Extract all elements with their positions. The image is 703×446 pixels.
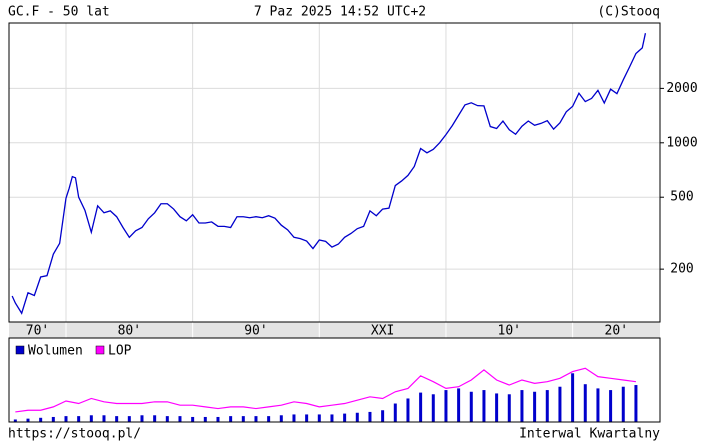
header-center: 7 Paz 2025 14:52 UTC+2 <box>254 5 426 20</box>
plot-frame <box>8 22 661 323</box>
volume-bar <box>254 416 258 422</box>
volume-bar <box>64 416 68 422</box>
volume-bar <box>267 416 271 422</box>
x-tick-label: XXI <box>371 324 394 339</box>
x-tick-label: 90' <box>244 324 267 339</box>
volume-bar <box>621 386 625 422</box>
volume-bar <box>368 411 372 422</box>
volume-bar <box>178 416 182 422</box>
header-left: GC.F - 50 lat <box>8 5 110 20</box>
volume-bar <box>39 417 43 422</box>
volume-bar <box>292 414 296 422</box>
volume-bar <box>596 388 600 422</box>
legend-label: Wolumen <box>28 344 83 359</box>
volume-bar <box>127 416 131 422</box>
volume-bar <box>469 391 473 422</box>
footer-left: https://stooq.pl/ <box>8 427 141 442</box>
volume-bar <box>520 390 524 422</box>
volume-bar <box>26 418 30 422</box>
volume-bar <box>203 416 207 422</box>
y-tick-label: 200 <box>670 262 693 277</box>
footer-right: Interwal Kwartalny <box>519 427 660 442</box>
y-tick-label: 2000 <box>666 81 697 96</box>
volume-bar <box>482 390 486 422</box>
volume-bar <box>153 415 157 422</box>
volume-bar <box>355 412 359 422</box>
volume-bar <box>165 416 169 422</box>
volume-bar <box>140 415 144 422</box>
volume-bar <box>330 414 334 422</box>
volume-bar <box>571 373 575 422</box>
volume-bar <box>115 416 119 422</box>
x-tick-label: 70' <box>26 324 49 339</box>
x-axis-band <box>9 322 660 338</box>
volume-bar <box>533 391 537 422</box>
volume-bar <box>495 393 499 422</box>
lop-line <box>15 367 637 413</box>
volume-bar <box>393 403 397 422</box>
volume-bar <box>102 415 106 422</box>
volume-bar <box>241 416 245 422</box>
price-line <box>11 33 647 315</box>
x-tick-label: 20' <box>605 324 628 339</box>
volume-bar <box>609 390 613 422</box>
legend-swatch <box>95 345 105 355</box>
volume-bar <box>457 388 461 422</box>
legend-label: LOP <box>108 344 132 359</box>
volume-bar <box>317 414 321 422</box>
volume-bar <box>406 398 410 422</box>
volume-bar <box>216 416 220 422</box>
volume-bar <box>583 384 587 422</box>
volume-bar <box>431 394 435 422</box>
y-tick-label: 500 <box>670 190 693 205</box>
volume-bar <box>558 386 562 422</box>
legend-swatch <box>15 345 25 355</box>
volume-bar <box>634 385 638 422</box>
volume-bar <box>77 416 81 422</box>
volume-bar <box>419 392 423 422</box>
y-tick-label: 1000 <box>666 135 697 150</box>
volume-bar <box>381 410 385 422</box>
volume-bar <box>89 415 93 422</box>
volume-bar <box>191 416 195 422</box>
volume-bar <box>305 414 309 422</box>
volume-bar <box>545 390 549 422</box>
panel-frame <box>8 337 661 423</box>
volume-bar <box>13 419 17 422</box>
volume-bar <box>229 416 233 422</box>
x-tick-label: 10' <box>498 324 521 339</box>
volume-bar <box>279 415 283 422</box>
volume-bar <box>507 394 511 422</box>
volume-bar <box>444 390 448 422</box>
volume-bar <box>343 413 347 422</box>
x-tick-label: 80' <box>118 324 141 339</box>
volume-bar <box>51 416 55 422</box>
header-right: (C)Stooq <box>597 5 660 20</box>
